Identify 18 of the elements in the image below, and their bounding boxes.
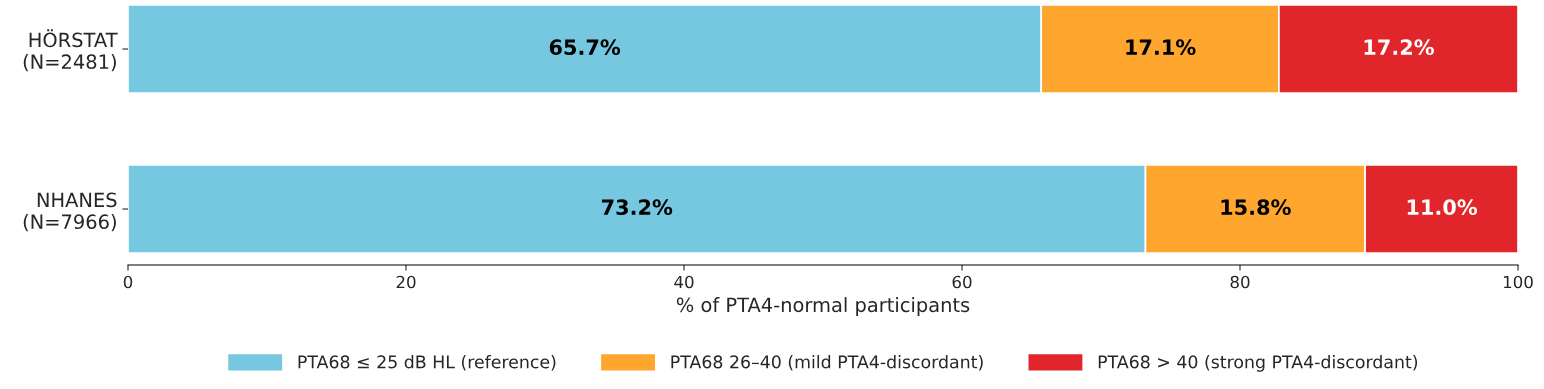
x-tick-label: 20 xyxy=(396,275,416,289)
data-label: 17.1% xyxy=(1126,39,1196,56)
y-tick-label: NHANES (N=7966) xyxy=(23,192,117,232)
legend-label: PTA68 > 40 (strong PTA4-discordant) xyxy=(1098,354,1418,372)
x-tick-label: 40 xyxy=(674,275,694,289)
data-label: 73.2% xyxy=(602,199,673,216)
data-label: 11.0% xyxy=(1407,199,1478,216)
x-tick-label: 80 xyxy=(1230,275,1250,289)
legend-label: PTA68 26–40 (mild PTA4-discordant) xyxy=(671,354,983,371)
data-label: 15.8% xyxy=(1221,199,1291,216)
x-axis-title: % of PTA4-normal participants xyxy=(676,297,970,316)
x-tick-label: 0 xyxy=(123,275,133,289)
x-tick-label: 60 xyxy=(952,275,972,289)
data-label: 65.7% xyxy=(549,39,621,56)
x-tick-label: 100 xyxy=(1503,275,1533,289)
y-tick-label: HÖRSTAT (N=2481) xyxy=(23,29,118,72)
data-label: 17.2% xyxy=(1364,39,1434,56)
legend-label: PTA68 ≤ 25 dB HL (reference) xyxy=(298,354,556,371)
